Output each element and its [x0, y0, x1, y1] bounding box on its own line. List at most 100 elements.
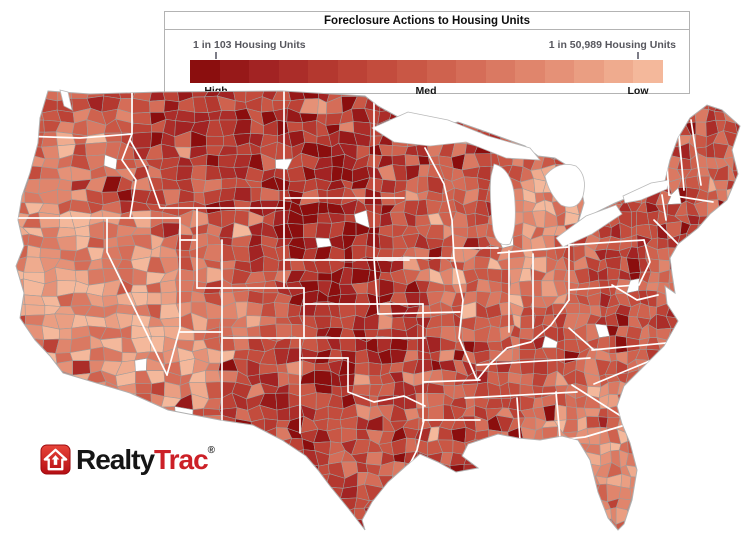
county-cell — [630, 156, 640, 167]
county-cell — [675, 404, 690, 420]
county-cell — [697, 312, 711, 329]
county-cell — [273, 508, 291, 522]
legend-swatch — [574, 60, 604, 83]
county-cell — [220, 460, 237, 473]
county-cell — [585, 91, 598, 102]
county-cell — [232, 290, 250, 303]
county-cell — [326, 507, 343, 525]
county-cell — [723, 91, 735, 103]
county-cell — [485, 441, 502, 455]
county-cell — [677, 348, 690, 364]
county-cell — [488, 529, 501, 530]
county-cell — [86, 408, 106, 421]
county-cell — [478, 529, 491, 530]
county-cell — [723, 95, 737, 115]
county-cell — [707, 290, 716, 305]
county-cell — [715, 257, 729, 274]
county-cell — [147, 541, 164, 553]
county-cell — [665, 394, 682, 410]
county-cell — [353, 373, 371, 386]
county-cell — [55, 517, 77, 530]
county-cell — [636, 91, 653, 100]
county-cell — [465, 546, 479, 553]
county-cell — [674, 529, 692, 530]
state-border — [129, 139, 285, 209]
county-cell — [178, 472, 194, 489]
county-cell — [24, 323, 45, 340]
county-cell — [607, 179, 617, 194]
county-cell — [586, 180, 600, 191]
county-cell — [248, 441, 261, 455]
county-cell — [290, 542, 304, 553]
county-cell — [647, 158, 663, 169]
county-cell — [563, 519, 581, 530]
county-cell — [666, 439, 682, 453]
county-cell — [618, 541, 630, 553]
county-cell — [523, 485, 537, 499]
county-cell — [650, 546, 658, 553]
county-cell — [741, 498, 745, 512]
county-cell — [22, 405, 43, 419]
county-cell — [273, 302, 290, 318]
county-cell — [115, 496, 138, 511]
county-cell — [731, 256, 740, 273]
county-cell — [554, 437, 569, 451]
county-cell — [655, 418, 673, 434]
county-cell — [403, 532, 415, 546]
county-cell — [485, 398, 504, 410]
us-county-foreclosure-choropleth-map — [10, 88, 745, 553]
county-cell — [707, 418, 718, 433]
county-cell — [246, 301, 264, 317]
county-cell — [704, 223, 720, 240]
realtytrac-house-icon — [40, 444, 71, 475]
county-cell — [545, 450, 559, 466]
county-cell — [713, 291, 727, 306]
legend-swatch — [485, 60, 516, 83]
county-cell — [566, 406, 578, 421]
county-cell — [565, 437, 575, 451]
county-cell — [725, 305, 733, 320]
county-cell — [594, 179, 612, 194]
legend-gradient-bar — [190, 60, 663, 83]
county-cell — [586, 165, 597, 182]
county-cell — [637, 545, 651, 553]
county-cell — [732, 155, 740, 172]
legend-swatch — [308, 60, 338, 83]
county-cell — [741, 99, 745, 113]
county-cell — [734, 394, 740, 410]
county-cell — [379, 98, 393, 112]
county-cell — [426, 97, 444, 114]
county-cell — [733, 198, 740, 215]
county-cell — [576, 484, 591, 500]
county-cell — [703, 271, 720, 283]
county-cell — [637, 244, 647, 260]
county-cell — [84, 381, 107, 397]
county-cell — [687, 352, 699, 364]
county-cell — [645, 119, 662, 137]
county-cell — [638, 430, 652, 441]
county-cell — [695, 237, 706, 248]
county-cell — [584, 544, 597, 553]
county-cell — [543, 96, 556, 108]
county-cell — [723, 542, 738, 553]
county-cell — [232, 349, 250, 360]
county-cell — [675, 326, 688, 342]
county-cell — [260, 462, 278, 480]
county-cell — [540, 508, 557, 519]
county-cell — [58, 327, 72, 340]
county-cell — [314, 370, 333, 387]
county-cell — [695, 418, 708, 433]
county-cell — [684, 281, 696, 296]
county-cell — [519, 373, 534, 387]
county-cell — [303, 521, 318, 530]
county-cell — [16, 370, 28, 386]
county-cell — [587, 157, 598, 170]
county-cell — [723, 370, 738, 386]
county-cell — [599, 130, 611, 145]
state-border — [166, 327, 181, 376]
county-cell — [232, 471, 247, 487]
county-cell — [640, 119, 653, 135]
county-cell — [441, 369, 457, 387]
county-cell — [40, 484, 58, 502]
county-cell — [551, 95, 570, 110]
